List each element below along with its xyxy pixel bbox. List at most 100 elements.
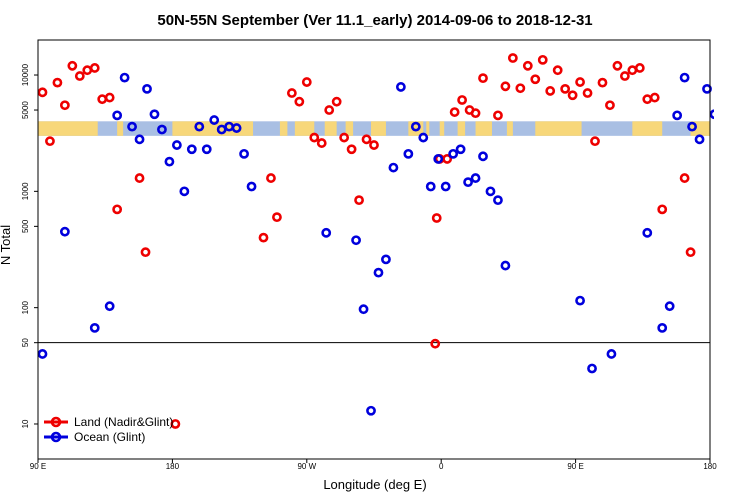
ocean-point [418, 132, 429, 143]
land-point [457, 95, 468, 105]
land-point [431, 213, 442, 223]
land-point [316, 138, 327, 148]
ocean-point [186, 144, 197, 155]
land-point [266, 173, 276, 183]
x-tick-label: 180 [703, 462, 717, 471]
ocean-point [239, 148, 249, 159]
land-point [449, 107, 460, 117]
ocean-point [433, 154, 444, 164]
x-tick-label: 180 [166, 462, 180, 471]
land-band-segment [439, 121, 445, 136]
ocean-point [37, 349, 48, 359]
ocean-point [209, 115, 220, 125]
land-point [272, 212, 282, 223]
ocean-point [718, 126, 725, 133]
x-tick-label: 90 E [30, 462, 46, 471]
land-point [657, 204, 668, 215]
ocean-point [142, 83, 152, 94]
land-band-segment [345, 121, 354, 136]
land-point [582, 88, 593, 98]
ocean-point [366, 405, 376, 416]
land-point [605, 100, 615, 111]
land-point [552, 65, 563, 76]
ocean-point [702, 83, 712, 94]
land-band-segment [632, 121, 663, 136]
ocean-point [493, 195, 503, 206]
ocean-point [388, 162, 399, 173]
ocean-point [381, 254, 391, 265]
ocean-point [448, 148, 459, 159]
legend-land-marker [50, 416, 62, 428]
land-point [522, 60, 533, 71]
ocean-point [478, 151, 488, 162]
ocean-series [37, 72, 733, 416]
ocean-point [403, 148, 414, 159]
ocean-point [440, 181, 451, 192]
land-band-segment [457, 121, 466, 136]
land-point [430, 338, 441, 349]
plot-frame [37, 39, 711, 460]
land-band-segment [294, 121, 315, 136]
y-tick-label: 5000 [21, 101, 30, 119]
land-point [104, 92, 115, 103]
y-tick-label: 50 [21, 338, 30, 347]
land-band-segment [324, 121, 337, 136]
ocean-point [606, 349, 617, 359]
land-point [500, 81, 511, 92]
land-point [470, 108, 481, 119]
ocean-point [455, 144, 466, 155]
land-point [507, 53, 518, 63]
ocean-point [246, 181, 257, 192]
ocean-point [425, 181, 436, 192]
ocean-point [157, 124, 167, 135]
land-point [67, 60, 78, 71]
ocean-point [351, 235, 361, 246]
land-band-segment [426, 121, 430, 136]
y-tick-label: 10 [21, 419, 30, 428]
ocean-point [119, 72, 130, 83]
land-point [52, 77, 63, 88]
x-tick-label: 90 W [297, 462, 316, 471]
ocean-point [672, 110, 683, 121]
land-point [612, 60, 623, 71]
ocean-point [410, 121, 421, 132]
ocean-point [112, 110, 123, 121]
ocean-point [694, 134, 705, 145]
land-point [112, 204, 123, 215]
ocean-point [358, 304, 369, 315]
ocean-point [664, 301, 675, 312]
ocean-point [642, 227, 653, 238]
land-point [37, 87, 48, 98]
ocean-point [373, 267, 384, 278]
land-band-segment [38, 121, 98, 136]
ocean-point [575, 295, 585, 306]
land-point [642, 94, 653, 105]
land-ocean-band [38, 121, 710, 136]
land-band-segment [117, 121, 124, 136]
land-point [493, 110, 503, 121]
land-point [515, 83, 526, 94]
land-point [619, 71, 630, 81]
legend: Land (Nadir&Glint) Ocean (Glint) [44, 415, 173, 444]
x-tick-label: 0 [439, 462, 444, 471]
land-point [590, 136, 600, 147]
ocean-point [726, 158, 733, 165]
land-series [37, 53, 696, 429]
land-point [331, 96, 342, 107]
land-point [567, 90, 578, 101]
land-point [369, 140, 379, 150]
land-point [679, 173, 690, 183]
land-point [575, 77, 585, 87]
y-axis-label: N Total [0, 225, 13, 265]
y-tick-label: 10000 [21, 63, 30, 86]
land-point [258, 232, 269, 243]
land-point [339, 132, 350, 143]
ocean-point [179, 186, 190, 197]
ocean-point [395, 82, 406, 92]
land-point [354, 195, 364, 206]
land-point [286, 88, 297, 98]
land-point [560, 83, 571, 94]
land-point [82, 65, 93, 76]
ocean-point [321, 227, 332, 238]
ocean-point [500, 260, 511, 271]
